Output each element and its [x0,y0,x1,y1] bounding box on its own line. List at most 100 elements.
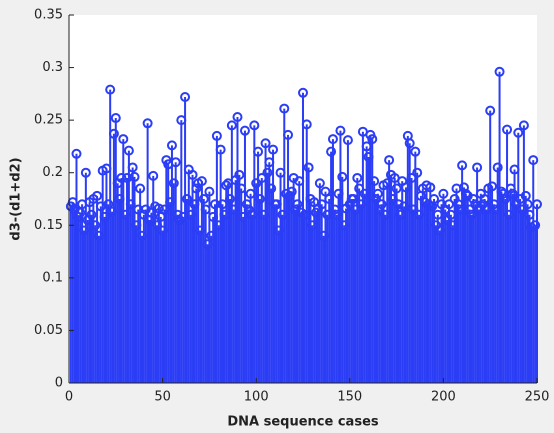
stem-marker [303,162,314,173]
stem-marker [500,194,511,204]
stem-marker [314,178,325,189]
stem-marker [208,211,219,222]
stem-marker [71,148,82,159]
x-tick-label: 0 [65,390,73,405]
stem-marker [286,186,297,197]
stem-marker [238,211,249,222]
stem-marker [472,162,483,173]
y-tick-label: 0.1 [42,270,63,285]
stem-marker [517,204,528,215]
stem-marker [251,178,262,189]
stem-marker [322,209,333,220]
stem-marker [185,209,196,220]
stem-marker [376,199,387,210]
stem-marker [374,204,385,215]
stem-marker [363,151,374,162]
stem-marker [142,118,153,129]
stem-marker [129,171,140,182]
stem-marker [380,209,391,220]
stem-marker [114,194,125,204]
stem-marker [239,125,250,136]
stem-marker [329,204,340,215]
stem-marker [352,172,363,183]
stem-marker [307,220,318,231]
stem-marker [155,211,166,222]
stem-marker [198,194,209,204]
stem-marker [425,182,436,193]
stem-marker [80,167,91,178]
stem-marker [326,146,337,157]
stem-marker [485,105,496,116]
stem-marker [327,134,338,145]
stem-marker [176,115,187,126]
stem-marker [260,138,271,149]
x-tick-label: 150 [337,390,362,405]
stem-marker [101,163,112,174]
stem-marker [460,188,471,199]
stem-marker [299,209,310,220]
stem-marker [432,209,443,220]
stem-marker [457,160,468,171]
y-tick-label: 0.35 [34,8,63,23]
stem-marker [481,204,492,215]
stem-marker [502,124,513,135]
stem-marker [518,120,529,131]
stem-marker [105,84,116,95]
stem-marker [116,172,127,183]
y-tick-label: 0.05 [34,323,63,338]
stem-marker [135,183,146,194]
stem-marker [348,194,359,204]
stem-marker [86,209,97,220]
stem-marker [320,186,331,197]
y-axis-label: d3-(d1+d2) [9,157,24,240]
stem-marker [159,204,170,215]
stem-marker [283,129,294,140]
stem-marker [271,199,282,210]
x-tick-label: 100 [244,390,269,405]
stem-marker [410,146,421,157]
stem-marker [509,164,520,175]
stem-marker [189,199,200,210]
stem-marker [191,183,202,194]
stem-marker [414,209,425,220]
stem-marker [78,225,89,236]
stem-marker [488,199,499,210]
stem-marker [204,186,215,197]
stem-marker [458,182,469,193]
stem-marker [361,141,372,152]
stem-marker [524,209,535,220]
x-tick-label: 50 [154,390,171,405]
stem-marker [168,178,179,189]
stem-marker [211,130,222,141]
stem-marker [384,155,395,166]
stem-marker [131,220,142,231]
stem-marker [127,162,138,173]
stem-marker [118,134,129,145]
y-tick-label: 0.3 [42,60,63,75]
stem-marker [404,138,415,149]
stem-marker [468,194,479,204]
stem-marker [466,209,477,220]
stem-marker [496,186,507,197]
stem-marker [359,188,370,199]
stem-marker [342,135,353,146]
stem-marker [200,204,211,215]
stem-marker [354,183,365,194]
stem-marker [123,145,134,156]
stem-marker [447,220,458,231]
stem-marker [264,157,275,168]
stem-marker [219,209,230,220]
stem-marker [391,183,402,194]
stem-marker [492,162,503,173]
stem-marker [277,209,288,220]
stem-marker [268,144,279,155]
stem-marker [228,204,239,215]
stem-marker [253,146,264,157]
stem-marker [213,220,224,231]
y-tick-label: 0.15 [34,218,63,233]
stem-marker [528,155,539,166]
y-tick-label: 0 [55,376,63,391]
stem-marker [92,190,103,201]
stem-marker [356,199,367,210]
stem-marker [292,199,303,210]
